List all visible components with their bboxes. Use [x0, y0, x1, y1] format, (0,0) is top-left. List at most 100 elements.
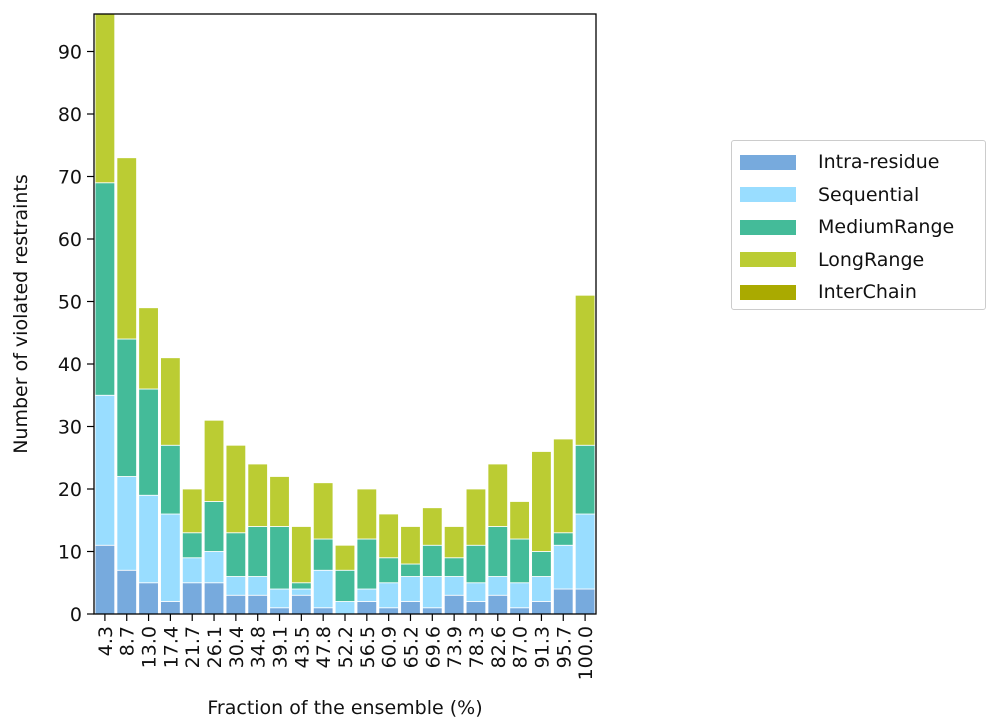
- bar-segment-longrange-8.7: [116, 157, 137, 340]
- bar-segment-longrange-65.2: [400, 526, 421, 565]
- bar-segment-sequential-95.7: [553, 544, 574, 590]
- x-tick-label-82.6: 82.6: [488, 626, 510, 668]
- bar-segment-intra-residue-69.6: [422, 607, 443, 615]
- x-tick-label-34.8: 34.8: [248, 626, 270, 668]
- bar-segment-sequential-52.2: [334, 601, 356, 615]
- bar-segment-longrange-87.0: [509, 501, 530, 540]
- bar-segment-intra-residue-100.0: [574, 588, 596, 615]
- bar-segment-intra-residue-87.0: [509, 607, 530, 615]
- bar-segment-longrange-39.1: [269, 476, 290, 527]
- bar-segment-longrange-91.3: [531, 451, 552, 552]
- x-tick-label-30.4: 30.4: [226, 626, 248, 668]
- bar-segment-mediumrange-17.4: [160, 444, 181, 515]
- bar-segment-longrange-47.8: [312, 482, 334, 540]
- bar-segment-intra-residue-95.7: [553, 588, 574, 615]
- y-tick-label-10: 10: [58, 542, 82, 564]
- bar-segment-sequential-17.4: [160, 513, 181, 602]
- bar-segment-longrange-73.9: [443, 526, 465, 559]
- bar-segment-sequential-56.5: [356, 588, 378, 602]
- x-tick-label-91.3: 91.3: [531, 626, 553, 668]
- x-tick-label-26.1: 26.1: [204, 626, 226, 668]
- bar-segment-longrange-4.3: [94, 13, 116, 184]
- bar-segment-intra-residue-60.9: [378, 607, 399, 615]
- bar-segment-mediumrange-47.8: [312, 538, 334, 571]
- y-tick-label-60: 60: [58, 229, 82, 251]
- x-axis: 4.3 8.7 13.0 17.4 21.7 26.1 30.4 34.8 39.1 43.5 47…: [95, 614, 597, 680]
- bar-segment-sequential-82.6: [487, 576, 508, 596]
- bar-segment-sequential-26.1: [203, 551, 225, 584]
- x-tick-label-4.3: 4.3: [95, 626, 117, 656]
- bar-segment-intra-residue-56.5: [356, 601, 378, 615]
- x-tick-label-78.3: 78.3: [466, 626, 488, 668]
- bar-segment-sequential-8.7: [116, 476, 137, 571]
- x-tick-label-52.2: 52.2: [335, 626, 357, 668]
- x-tick-label-73.9: 73.9: [444, 626, 466, 668]
- bar-segment-mediumrange-73.9: [443, 557, 465, 577]
- bar-segment-mediumrange-91.3: [531, 551, 552, 577]
- legend-swatch: [740, 154, 796, 170]
- y-tick-label-40: 40: [58, 354, 82, 376]
- bar-segment-longrange-52.2: [334, 544, 356, 571]
- bar-segment-mediumrange-52.2: [334, 569, 356, 602]
- x-tick-label-43.5: 43.5: [291, 626, 313, 668]
- bar-segment-longrange-82.6: [487, 463, 508, 527]
- bar-segment-intra-residue-82.6: [487, 594, 508, 615]
- bar-segment-sequential-39.1: [269, 588, 290, 609]
- bar-segment-mediumrange-100.0: [574, 444, 596, 515]
- bar-segment-sequential-73.9: [443, 576, 465, 596]
- bar-segment-longrange-95.7: [553, 438, 574, 534]
- y-axis: 0 10 20 30 40 50 60 70 80 90: [58, 42, 94, 626]
- x-tick-label-60.9: 60.9: [379, 626, 401, 668]
- bar-segment-longrange-60.9: [378, 513, 399, 559]
- bar-segment-intra-residue-26.1: [203, 582, 225, 615]
- bar-segment-longrange-100.0: [574, 294, 596, 446]
- bar-segment-longrange-78.3: [465, 488, 487, 546]
- bar-segment-mediumrange-8.7: [116, 338, 137, 477]
- x-axis-label: Fraction of the ensemble (%): [207, 697, 482, 719]
- bar-segment-mediumrange-56.5: [356, 538, 378, 590]
- bar-segment-sequential-100.0: [574, 513, 596, 590]
- bar-segment-sequential-34.8: [247, 576, 268, 596]
- bar-segment-sequential-47.8: [312, 569, 334, 609]
- x-tick-label-8.7: 8.7: [117, 626, 139, 656]
- plot-frame: [93, 13, 597, 615]
- bar-segment-intra-residue-65.2: [400, 601, 421, 615]
- x-tick-label-56.5: 56.5: [357, 626, 379, 668]
- bar-segment-sequential-21.7: [181, 557, 203, 584]
- x-tick-label-21.7: 21.7: [182, 626, 204, 668]
- bar-segment-intra-residue-17.4: [160, 601, 181, 615]
- x-tick-label-17.4: 17.4: [160, 626, 182, 668]
- bar-segment-mediumrange-13.0: [138, 388, 159, 496]
- bar-segment-intra-residue-78.3: [465, 601, 487, 615]
- bar-segment-longrange-43.5: [291, 526, 312, 584]
- bar-segment-longrange-56.5: [356, 488, 378, 540]
- bar-segment-longrange-26.1: [203, 419, 225, 502]
- bar-segment-longrange-13.0: [138, 307, 159, 390]
- bar-segment-mediumrange-69.6: [422, 544, 443, 577]
- bars-group: [94, 13, 596, 615]
- bar-segment-mediumrange-21.7: [181, 532, 203, 559]
- bar-segment-sequential-91.3: [531, 576, 552, 602]
- x-tick-label-65.2: 65.2: [400, 626, 422, 668]
- legend-item-intra-residue: Intra-residue: [740, 151, 939, 173]
- bar-segment-mediumrange-65.2: [400, 563, 421, 577]
- x-tick-label-87.0: 87.0: [510, 626, 532, 668]
- x-tick-label-69.6: 69.6: [422, 626, 444, 668]
- bar-segment-intra-residue-4.3: [94, 544, 116, 615]
- legend-item-mediumrange: MediumRange: [740, 216, 954, 238]
- x-tick-label-13.0: 13.0: [139, 626, 161, 668]
- bar-segment-mediumrange-87.0: [509, 538, 530, 584]
- x-tick-label-95.7: 95.7: [553, 626, 575, 668]
- bar-segment-intra-residue-13.0: [138, 582, 159, 615]
- legend-swatch: [740, 187, 796, 202]
- bar-segment-mediumrange-78.3: [465, 544, 487, 584]
- bar-segment-intra-residue-73.9: [443, 594, 465, 615]
- bar-segment-sequential-60.9: [378, 582, 399, 609]
- bar-segment-mediumrange-30.4: [225, 532, 247, 577]
- legend-label: MediumRange: [818, 216, 955, 238]
- y-tick-label-50: 50: [58, 292, 82, 314]
- bar-segment-sequential-4.3: [94, 394, 116, 546]
- bar-segment-intra-residue-21.7: [181, 582, 203, 615]
- legend-item-interchain: InterChain: [740, 281, 917, 303]
- bar-segment-mediumrange-95.7: [553, 532, 574, 546]
